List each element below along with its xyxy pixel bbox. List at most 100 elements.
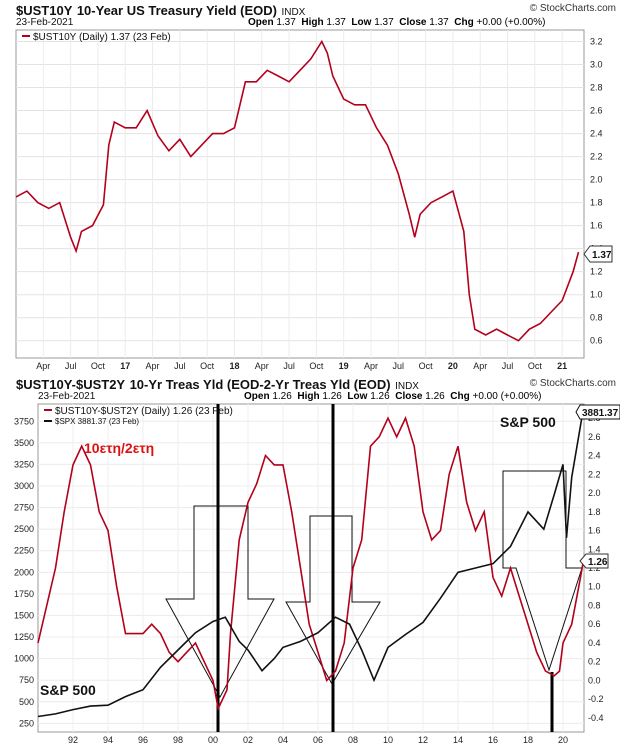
- bottom-left-tick-label: 2250: [14, 546, 34, 556]
- top-last-value-tag: 1.37: [583, 245, 613, 263]
- top-x-tick-label: Jul: [174, 361, 186, 371]
- bottom-x-tick-label: 04: [278, 735, 288, 745]
- top-y-tick-label: 0.6: [590, 336, 603, 346]
- top-last-value-text: 1.37: [592, 250, 612, 261]
- top-x-tick-label: 19: [339, 361, 349, 371]
- bottom-open: 1.26: [272, 391, 292, 402]
- bottom-right-tick-label: 2.6: [588, 432, 601, 442]
- bottom-left-tick-label: 2500: [14, 524, 34, 534]
- bottom-x-tick-label: 92: [68, 735, 78, 745]
- top-y-tick-label: 2.2: [590, 152, 603, 162]
- top-date: 23-Feb-2021: [16, 17, 74, 28]
- spx-series-line: [37, 409, 584, 718]
- top-title: 10-Year US Treasury Yield (EOD): [76, 3, 277, 18]
- bottom-right-tick-label: 2.4: [588, 451, 601, 461]
- bottom-exchange: INDX: [395, 381, 419, 392]
- bottom-left-tick-label: 1750: [14, 589, 34, 599]
- top-x-tick-label: Jul: [393, 361, 405, 371]
- bottom-x-tick-label: 12: [418, 735, 428, 745]
- bottom-left-tick-label: 3500: [14, 438, 34, 448]
- annotation-spread-label: 10ετη/2ετη: [84, 440, 154, 456]
- top-y-tick-label: 0.8: [590, 313, 603, 323]
- top-x-tick-label: Apr: [146, 361, 160, 371]
- top-symbol: $UST10Y: [16, 3, 73, 18]
- bottom-right-tick-label: 2.2: [588, 469, 601, 479]
- top-x-tick-label: Jul: [502, 361, 514, 371]
- top-y-tick-label: 2.6: [590, 106, 603, 116]
- top-x-tick-label: Oct: [91, 361, 106, 371]
- bottom-date: 23-Feb-2021: [38, 391, 96, 402]
- top-open: 1.37: [276, 17, 296, 28]
- arrow-shape-2019: [502, 470, 583, 672]
- bottom-right-tick-label: 0.6: [588, 619, 601, 629]
- top-chg: +0.00 (+0.00%): [476, 17, 546, 28]
- bottom-low: 1.26: [370, 391, 390, 402]
- ust10y-series-line: [15, 39, 580, 342]
- top-y-tick-label: 3.0: [590, 60, 603, 70]
- bottom-legend: $UST10Y-$UST2Y (Daily) 1.26 (23 Feb) $SP…: [44, 406, 233, 426]
- bottom-x-tick-label: 02: [243, 735, 253, 745]
- bottom-chart-title: $UST10Y-$UST2Y 10-Yr Treas Yld (EOD-2-Yr…: [16, 376, 419, 394]
- bottom-legend-spread: $UST10Y-$UST2Y (Daily) 1.26 (23 Feb): [55, 406, 233, 417]
- bottom-left-tick-label: 3000: [14, 481, 34, 491]
- top-x-tick-label: 20: [448, 361, 458, 371]
- top-y-tick-label: 2.4: [590, 129, 603, 139]
- bottom-right-tick-label: 0.4: [588, 638, 601, 648]
- top-x-tick-label: Oct: [309, 361, 324, 371]
- bottom-right-tick-label: -0.4: [588, 713, 604, 723]
- top-y-tick-label: 2.0: [590, 175, 603, 185]
- bottom-x-tick-label: 98: [173, 735, 183, 745]
- bottom-left-tick-label: 2000: [14, 567, 34, 577]
- top-y-tick-label: 1.8: [590, 198, 603, 208]
- bottom-right-tick-label: 0.0: [588, 675, 601, 685]
- top-x-tick-label: Oct: [200, 361, 215, 371]
- top-quote: Open 1.37 High 1.37 Low 1.37 Close 1.37 …: [248, 17, 546, 28]
- bottom-right-tick-label: 0.8: [588, 600, 601, 610]
- bottom-right-tick-label: 0.2: [588, 657, 601, 667]
- top-brand: © StockCharts.com: [529, 3, 616, 14]
- bottom-close: 1.26: [425, 391, 445, 402]
- bottom-right-tick-label: 1.0: [588, 582, 601, 592]
- spread-last-value-tag: 1.26: [579, 553, 609, 569]
- top-x-tick-label: Jul: [283, 361, 295, 371]
- bottom-left-tick-label: 3750: [14, 416, 34, 426]
- spread-last-value-text: 1.26: [588, 557, 608, 568]
- top-legend-text: $UST10Y (Daily) 1.37 (23 Feb): [33, 32, 171, 43]
- spread-series-line: [37, 415, 584, 712]
- bottom-symbol: $UST10Y-$UST2Y: [16, 377, 126, 392]
- top-x-tick-label: 18: [229, 361, 239, 371]
- top-x-tick-label: 17: [120, 361, 130, 371]
- top-y-tick-label: 1.2: [590, 267, 603, 277]
- top-chart: Apr Jul Oct 17 Apr Jul Oct 18 Apr Jul Oct 19 Apr Jul O…: [15, 29, 613, 371]
- top-x-tick-label: 21: [557, 361, 567, 371]
- top-x-tick-label: Apr: [255, 361, 269, 371]
- top-high: 1.37: [326, 17, 346, 28]
- bottom-left-tick-label: 3250: [14, 459, 34, 469]
- bottom-x-tick-label: 08: [348, 735, 358, 745]
- bottom-x-tick-label: 20: [558, 735, 568, 745]
- bottom-legend-spx: $SPX 3881.37 (23 Feb): [55, 417, 139, 426]
- bottom-left-tick-label: 1250: [14, 632, 34, 642]
- bottom-left-tick-label: 750: [19, 675, 34, 685]
- bottom-x-tick-label: 16: [488, 735, 498, 745]
- bottom-left-tick-label: 250: [19, 718, 34, 728]
- top-exchange: INDX: [281, 7, 306, 18]
- bottom-right-tick-label: 1.6: [588, 526, 601, 536]
- top-y-tick-label: 1.6: [590, 221, 603, 231]
- bottom-x-tick-label: 06: [313, 735, 323, 745]
- bottom-x-tick-label: 18: [523, 735, 533, 745]
- bottom-left-tick-label: 1500: [14, 610, 34, 620]
- recession-bars: [216, 404, 554, 732]
- bottom-right-tick-label: 1.8: [588, 507, 601, 517]
- top-close: 1.37: [429, 17, 449, 28]
- bottom-x-tick-label: 96: [138, 735, 148, 745]
- top-low: 1.37: [374, 17, 394, 28]
- bottom-x-tick-label: 00: [208, 735, 218, 745]
- bottom-left-tick-label: 500: [19, 697, 34, 707]
- bottom-x-tick-label: 10: [383, 735, 393, 745]
- top-y-tick-label: 2.8: [590, 83, 603, 93]
- top-chart-title: $UST10Y 10-Year US Treasury Yield (EOD) …: [16, 2, 305, 20]
- annotation-spx-label-right: S&P 500: [500, 414, 556, 430]
- top-y-tick-label: 3.2: [590, 37, 603, 47]
